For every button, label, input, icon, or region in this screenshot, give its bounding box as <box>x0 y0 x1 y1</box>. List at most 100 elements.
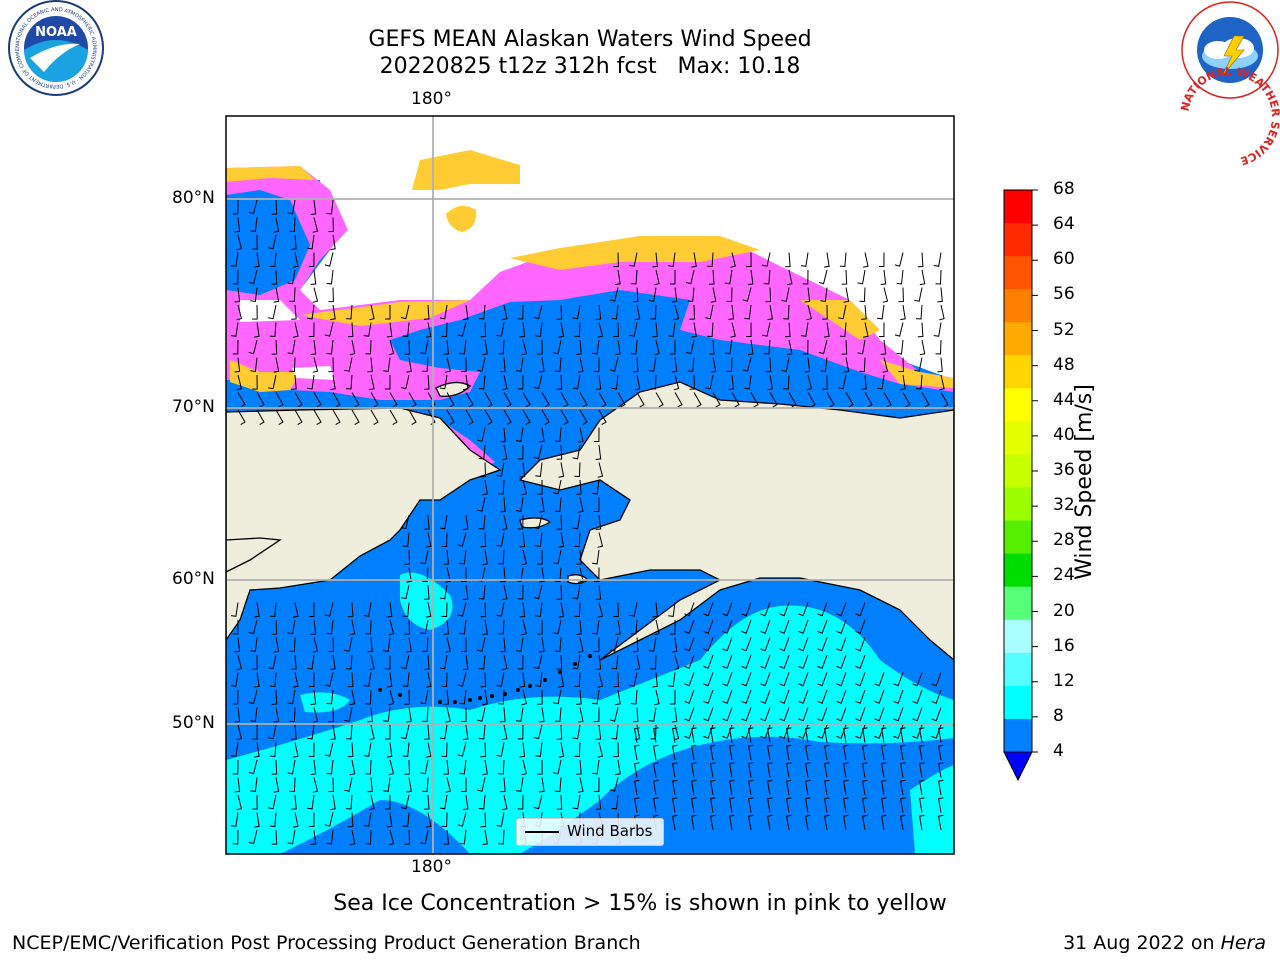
wind-barb <box>703 619 714 634</box>
wind-barb <box>613 602 619 618</box>
wind-barb <box>824 322 830 338</box>
wind-barb <box>703 602 714 617</box>
wind-barb <box>747 269 754 286</box>
wind-barb <box>537 479 543 495</box>
wind-barb <box>824 762 830 778</box>
colorbar-tick-label: 8 <box>1053 705 1064 726</box>
wind-barb <box>900 727 906 743</box>
wind-barb <box>367 777 373 793</box>
wind-barb <box>423 794 430 810</box>
wind-barb <box>705 304 714 320</box>
map-frame <box>225 115 955 855</box>
wind-barb <box>572 374 581 390</box>
wind-barb <box>824 252 830 268</box>
wind-barb <box>786 339 793 356</box>
wind-barb <box>254 812 260 828</box>
wind-barb <box>307 794 315 810</box>
wind-barb <box>741 724 752 739</box>
wind-barb <box>234 707 241 723</box>
wind-barb <box>533 514 543 530</box>
wind-barb <box>708 269 715 285</box>
wind-barb <box>574 742 581 758</box>
wind-barb <box>613 672 619 688</box>
wind-barb <box>595 584 602 600</box>
wind-barb <box>553 689 562 705</box>
wind-barb <box>672 744 678 761</box>
wind-barb <box>862 762 868 778</box>
wind-barb <box>615 269 621 286</box>
wind-barb <box>592 759 600 775</box>
wind-barb <box>634 727 640 743</box>
wind-barb <box>521 759 528 776</box>
wind-barb <box>726 357 733 373</box>
noaa-logo: NATIONAL OCEANIC AND ATMOSPHERIC ADMINIS… <box>0 0 104 96</box>
wind-barb <box>893 707 904 722</box>
wind-barb <box>940 392 949 408</box>
wind-barb <box>760 602 771 617</box>
wind-barb <box>634 797 640 813</box>
wind-barb <box>629 252 638 267</box>
wind-barb <box>252 724 258 740</box>
wind-barb <box>533 444 543 460</box>
wind-barb <box>595 514 602 530</box>
wind-barb <box>652 252 658 268</box>
wind-barb <box>881 744 887 761</box>
wind-barb <box>576 339 582 355</box>
wind-barb <box>420 759 429 775</box>
wind-barb <box>250 217 258 232</box>
wind-barb <box>443 689 450 705</box>
wind-barb <box>939 304 945 321</box>
wind-barb <box>798 637 809 652</box>
wind-barb <box>671 357 678 373</box>
wind-barb <box>308 322 315 337</box>
wind-barb <box>785 252 791 268</box>
wind-barb <box>230 742 239 757</box>
wind-barb <box>422 357 429 373</box>
wind-barb <box>760 724 771 739</box>
wind-barb <box>271 689 278 705</box>
wind-barb <box>807 392 816 408</box>
wind-barb <box>445 707 451 723</box>
wind-barb <box>767 374 773 391</box>
wind-barb <box>254 742 260 758</box>
wind-barb <box>250 707 258 722</box>
wind-barb <box>234 357 241 373</box>
wind-barb <box>630 689 638 705</box>
wind-barb <box>691 797 697 813</box>
wind-barb <box>684 637 695 652</box>
wind-barb <box>310 829 317 845</box>
wind-barb <box>894 252 904 267</box>
wind-barb <box>673 654 680 671</box>
wind-barb <box>914 357 923 372</box>
wind-barb <box>330 374 336 391</box>
wind-barb <box>802 269 809 285</box>
wind-barb <box>553 339 562 355</box>
wind-barb <box>443 339 450 355</box>
wind-barb <box>729 744 735 761</box>
wind-barb <box>779 619 790 634</box>
wind-barb <box>310 199 317 215</box>
wind-barb <box>729 727 735 743</box>
wind-barb <box>556 374 563 390</box>
wind-barb <box>294 392 303 408</box>
wind-barb <box>855 654 866 669</box>
wind-barb <box>836 672 847 687</box>
colorbar-segment <box>1004 322 1032 356</box>
colorbar-tick-label: 40 <box>1053 424 1075 445</box>
wind-barb <box>653 762 659 778</box>
wind-barb <box>461 637 467 652</box>
wind-barb <box>746 322 752 337</box>
wind-barb <box>708 339 715 355</box>
wind-barb <box>273 777 280 793</box>
wind-barb <box>779 724 790 739</box>
wind-barb <box>843 287 850 303</box>
wind-barb <box>783 304 790 320</box>
wind-barb <box>292 742 299 758</box>
wind-barb <box>710 744 716 761</box>
colorbar-segment <box>1004 190 1032 224</box>
wind-barb <box>422 567 429 583</box>
wind-barb <box>344 637 353 652</box>
wind-barb <box>462 584 469 601</box>
wind-barb <box>349 689 356 706</box>
wind-barb <box>521 619 528 636</box>
